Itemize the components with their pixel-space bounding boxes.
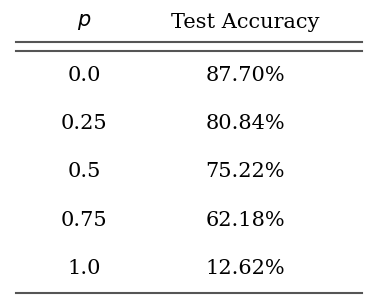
- Text: 80.84%: 80.84%: [206, 114, 285, 133]
- Text: 12.62%: 12.62%: [206, 259, 285, 278]
- Text: 87.70%: 87.70%: [206, 65, 285, 85]
- Text: 0.5: 0.5: [67, 162, 101, 181]
- Text: 0.25: 0.25: [60, 114, 107, 133]
- Text: 0.75: 0.75: [60, 211, 107, 230]
- Text: $p$: $p$: [77, 12, 91, 32]
- Text: 75.22%: 75.22%: [206, 162, 285, 181]
- Text: 0.0: 0.0: [67, 65, 101, 85]
- Text: Test Accuracy: Test Accuracy: [171, 13, 319, 32]
- Text: 1.0: 1.0: [67, 259, 101, 278]
- Text: 62.18%: 62.18%: [206, 211, 285, 230]
